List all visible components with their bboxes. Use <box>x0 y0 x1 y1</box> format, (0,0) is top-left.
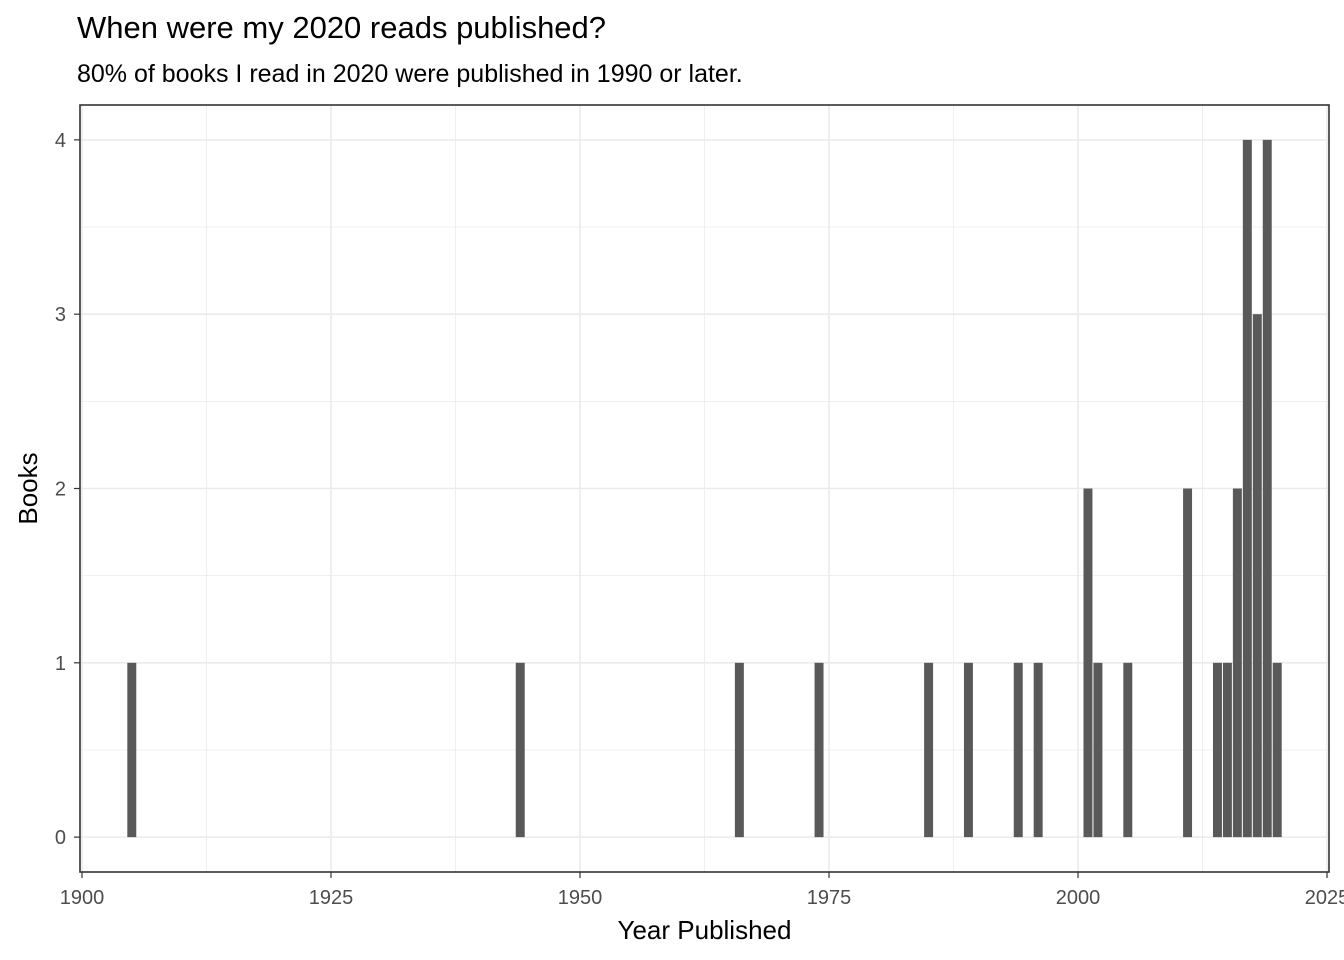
bar <box>1232 488 1242 838</box>
bar <box>1013 662 1023 838</box>
chart-subtitle: 80% of books I read in 2020 were publish… <box>77 60 743 88</box>
bar <box>127 662 137 838</box>
y-tick-label: 1 <box>55 653 66 675</box>
x-tick-label: 2025 <box>1305 887 1344 909</box>
y-tick-label: 2 <box>55 479 66 501</box>
bar <box>1272 662 1282 838</box>
x-tick-label: 1900 <box>60 887 105 909</box>
x-tick-label: 1975 <box>807 887 852 909</box>
x-axis: 1900 1925 1950 1975 2000 2025 <box>60 872 1344 909</box>
bar <box>814 662 824 838</box>
bar <box>1183 488 1193 838</box>
bar <box>924 662 934 838</box>
x-tick-label: 1950 <box>558 887 603 909</box>
bar <box>963 662 973 838</box>
bar <box>515 662 525 838</box>
bar <box>1222 662 1232 838</box>
bar <box>1033 662 1043 838</box>
bar <box>1212 662 1222 838</box>
bar <box>1262 139 1272 838</box>
y-tick-label: 4 <box>55 130 66 152</box>
bar <box>734 662 744 838</box>
bar <box>1242 139 1252 838</box>
bar <box>1093 662 1103 838</box>
bar <box>1252 314 1262 838</box>
grid <box>80 105 1329 872</box>
bars <box>127 139 1282 838</box>
x-axis-title: Year Published <box>618 915 792 945</box>
y-axis-title: Books <box>13 452 43 524</box>
bar <box>1083 488 1093 838</box>
y-tick-label: 0 <box>55 827 66 849</box>
chart-title: When were my 2020 reads published? <box>77 10 607 45</box>
bar <box>1123 662 1133 838</box>
x-tick-label: 2000 <box>1056 887 1101 909</box>
y-tick-label: 3 <box>55 304 66 326</box>
y-axis: 0 1 2 3 4 <box>55 130 80 849</box>
x-tick-label: 1925 <box>309 887 354 909</box>
